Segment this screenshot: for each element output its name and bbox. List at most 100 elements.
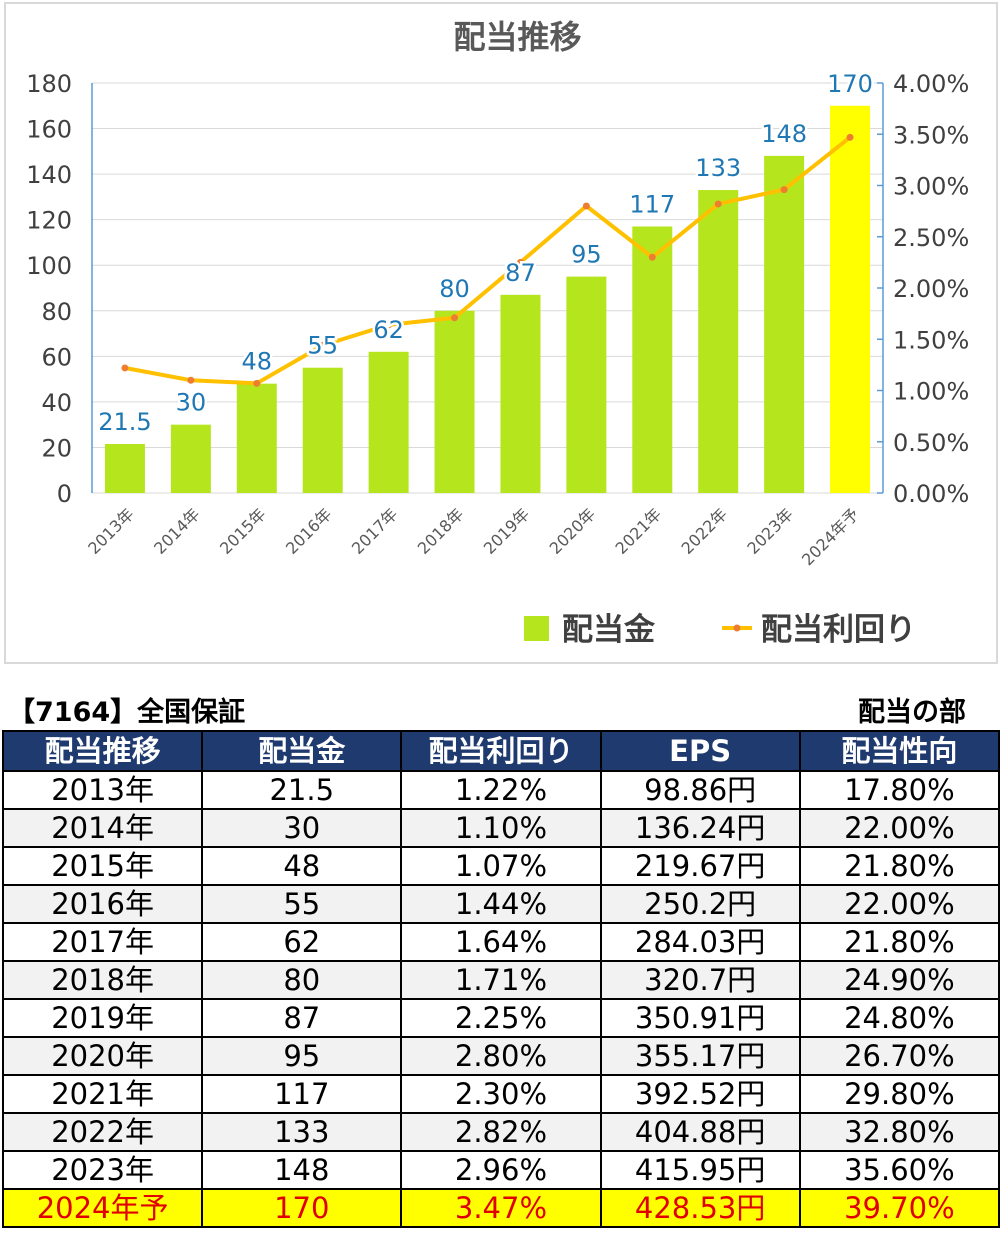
yield-point xyxy=(385,321,393,329)
cell-yield: 2.30% xyxy=(400,1074,602,1114)
yield-point xyxy=(714,200,722,208)
cell-eps: 320.7円 xyxy=(599,960,801,1000)
x-category-label: 2024年予 xyxy=(798,504,863,569)
cell-payout: 32.80% xyxy=(798,1112,1001,1152)
left-tick-label: 100 xyxy=(26,252,72,280)
cell-yield: 3.47% xyxy=(400,1188,602,1228)
cell-yield: 2.82% xyxy=(400,1112,602,1152)
cell-year: 2021年 xyxy=(1,1074,204,1114)
right-tick-label: 3.00% xyxy=(893,173,969,201)
right-tick-label: 1.00% xyxy=(893,378,969,406)
header-yield: 配当利回り xyxy=(400,730,602,772)
cell-year: 2020年 xyxy=(1,1036,204,1076)
x-category-label: 2022年 xyxy=(677,504,731,558)
bar-dividend xyxy=(830,105,871,494)
cell-dividend: 133 xyxy=(201,1112,403,1152)
table-row: 2015年 48 1.07% 219.67円 21.80% xyxy=(1,846,1001,886)
header-year: 配当推移 xyxy=(1,730,204,772)
right-tick-label: 1.50% xyxy=(893,326,969,354)
table-row: 2016年 55 1.44% 250.2円 22.00% xyxy=(1,884,1001,924)
right-tick-label: 0.50% xyxy=(893,429,969,457)
cell-dividend: 62 xyxy=(201,922,403,962)
cell-year: 2023年 xyxy=(1,1150,204,1190)
x-category-label: 2016年 xyxy=(282,504,336,558)
cell-dividend: 95 xyxy=(201,1036,403,1076)
cell-yield: 2.96% xyxy=(400,1150,602,1190)
legend-marker-yield xyxy=(733,624,741,632)
cell-dividend: 21.5 xyxy=(201,770,403,810)
yield-point xyxy=(187,376,195,384)
cell-payout: 24.80% xyxy=(798,998,1001,1038)
yield-point xyxy=(451,314,459,322)
cell-payout: 26.70% xyxy=(798,1036,1001,1076)
bar-dividend xyxy=(764,155,805,493)
cell-eps: 250.2円 xyxy=(599,884,801,924)
cell-dividend: 148 xyxy=(201,1150,403,1190)
header-payout: 配当性向 xyxy=(798,730,1001,772)
cell-dividend: 117 xyxy=(201,1074,403,1114)
left-tick-label: 40 xyxy=(41,389,72,417)
cell-payout: 21.80% xyxy=(798,846,1001,886)
table-row: 2022年 133 2.82% 404.88円 32.80% xyxy=(1,1112,1001,1152)
legend-swatch-dividend xyxy=(524,616,549,641)
cell-eps: 415.95円 xyxy=(599,1150,801,1190)
bar-dividend xyxy=(698,190,739,494)
cell-eps: 428.53円 xyxy=(599,1188,801,1228)
yield-point xyxy=(846,133,854,141)
bar-dividend xyxy=(434,310,475,493)
left-tick-label: 60 xyxy=(41,343,72,371)
left-tick-label: 180 xyxy=(26,70,72,98)
cell-payout: 22.00% xyxy=(798,808,1001,848)
table-row: 2023年 148 2.96% 415.95円 35.60% xyxy=(1,1150,1001,1190)
cell-year: 2015年 xyxy=(1,846,204,886)
bar-dividend xyxy=(500,294,541,493)
cell-dividend: 80 xyxy=(201,960,403,1000)
header-dividend: 配当金 xyxy=(201,730,403,772)
right-tick-label: 0.00% xyxy=(893,480,969,508)
legend-label-dividend: 配当金 xyxy=(562,612,656,648)
cell-dividend: 87 xyxy=(201,998,403,1038)
cell-yield: 2.25% xyxy=(400,998,602,1038)
cell-eps: 350.91円 xyxy=(599,998,801,1038)
left-tick-label: 160 xyxy=(26,116,72,144)
dividend-chart: 配当推移 0 20 40 60 80 100 120 140 160 180 0.00% 0.50% 1.… xyxy=(26,18,969,648)
table-body: 2013年 21.5 1.22% 98.86円 17.80% 2014年 30 1.10% 13… xyxy=(1,770,1001,1228)
right-tick-label: 4.00% xyxy=(893,70,969,98)
cell-year: 2014年 xyxy=(1,808,204,848)
left-tick-label: 20 xyxy=(41,434,72,462)
bar-data-label: 55 xyxy=(307,332,338,360)
cell-yield: 1.44% xyxy=(400,884,602,924)
right-tick-label: 3.50% xyxy=(893,121,969,149)
left-tick-label: 0 xyxy=(57,480,72,508)
x-category-label: 2018年 xyxy=(414,504,468,558)
cell-year: 2019年 xyxy=(1,998,204,1038)
bar-data-label: 95 xyxy=(571,241,602,269)
cell-yield: 1.64% xyxy=(400,922,602,962)
table-row: 2017年 62 1.64% 284.03円 21.80% xyxy=(1,922,1001,962)
cell-payout: 35.60% xyxy=(798,1150,1001,1190)
table-row: 2018年 80 1.71% 320.7円 24.90% xyxy=(1,960,1001,1000)
bar-dividend xyxy=(236,383,277,493)
cell-eps: 392.52円 xyxy=(599,1074,801,1114)
yield-point xyxy=(253,379,261,387)
x-category-label: 2015年 xyxy=(216,504,270,558)
bar-data-label: 30 xyxy=(176,389,207,417)
cell-dividend: 170 xyxy=(201,1188,403,1228)
table-row-forecast: 2024年予 170 3.47% 428.53円 39.70% xyxy=(1,1188,1001,1228)
cell-yield: 1.71% xyxy=(400,960,602,1000)
x-category-label: 2019年 xyxy=(480,504,534,558)
cell-eps: 219.67円 xyxy=(599,846,801,886)
cell-year: 2016年 xyxy=(1,884,204,924)
cell-year: 2018年 xyxy=(1,960,204,1000)
bar-data-label: 170 xyxy=(827,70,873,98)
left-tick-label: 120 xyxy=(26,207,72,235)
cell-year: 2024年予 xyxy=(1,1188,204,1228)
cell-payout: 39.70% xyxy=(798,1188,1001,1228)
cell-dividend: 48 xyxy=(201,846,403,886)
bar-data-label: 133 xyxy=(695,154,741,182)
cell-payout: 17.80% xyxy=(798,770,1001,810)
yield-point xyxy=(121,364,129,372)
cell-eps: 355.17円 xyxy=(599,1036,801,1076)
cell-dividend: 30 xyxy=(201,808,403,848)
chart-title: 配当推移 xyxy=(453,18,581,56)
